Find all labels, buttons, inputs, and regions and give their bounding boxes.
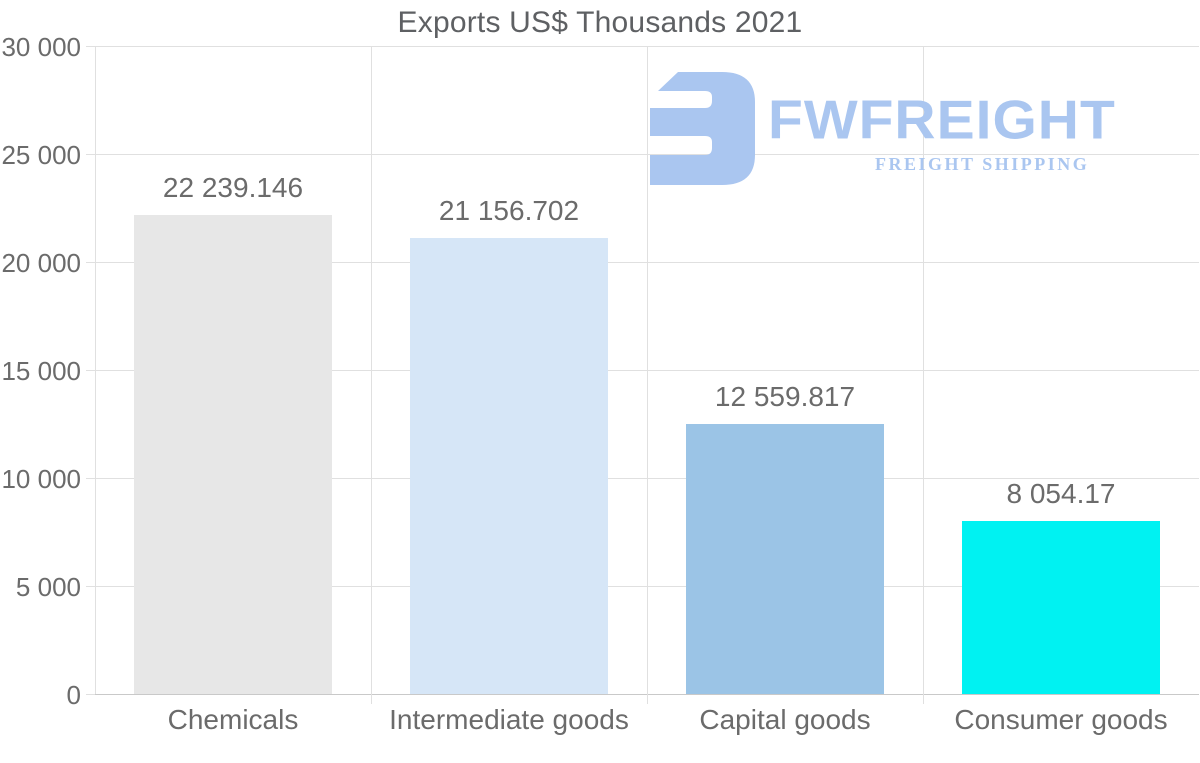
gridline-horizontal bbox=[95, 46, 1199, 47]
bar-chemicals[interactable] bbox=[134, 214, 332, 694]
y-axis-tick bbox=[86, 586, 95, 587]
x-tick-label: Capital goods bbox=[699, 704, 871, 735]
y-axis-tick bbox=[86, 694, 95, 695]
bar-consumer-goods[interactable] bbox=[962, 521, 1160, 694]
bar-value-label: 22 239.146 bbox=[162, 171, 304, 203]
gridline-vertical bbox=[371, 47, 372, 704]
gridline-vertical bbox=[923, 47, 924, 704]
bar-value-label: 21 156.702 bbox=[438, 195, 580, 227]
y-tick-label: 0 bbox=[66, 680, 81, 710]
y-tick-label: 20 000 bbox=[1, 248, 81, 279]
y-axis-tick bbox=[86, 370, 95, 371]
bar-value-label: 8 054.17 bbox=[1006, 478, 1116, 510]
plot-area: 0 5 000 10 000 15 000 20 000 25 000 30 000 22 2… bbox=[1, 33, 1199, 709]
x-tick-label: Consumer goods bbox=[954, 704, 1168, 735]
x-tick-label: Intermediate goods bbox=[389, 704, 629, 735]
bar-value-label: 12 559.817 bbox=[714, 380, 856, 412]
y-axis-line bbox=[95, 47, 96, 695]
y-axis-tick bbox=[86, 478, 95, 479]
gridline-vertical bbox=[647, 47, 648, 704]
x-axis-labels: Chemicals Intermediate goods Capital goods… bbox=[95, 704, 1199, 744]
bar-intermediate-goods[interactable] bbox=[410, 238, 608, 694]
bar-capital-goods[interactable] bbox=[686, 423, 884, 694]
y-tick-label: 5 000 bbox=[15, 572, 81, 603]
chart-title: Exports US$ Thousands 2021 bbox=[397, 6, 803, 39]
y-axis-tick bbox=[86, 46, 95, 47]
x-tick-label: Chemicals bbox=[167, 704, 299, 735]
y-axis-tick bbox=[86, 154, 95, 155]
y-tick-label: 25 000 bbox=[1, 140, 81, 170]
y-axis-tick bbox=[86, 262, 95, 263]
y-tick-label: 15 000 bbox=[1, 356, 81, 386]
y-tick-label: 30 000 bbox=[1, 32, 81, 62]
y-tick-label: 10 000 bbox=[1, 464, 81, 495]
